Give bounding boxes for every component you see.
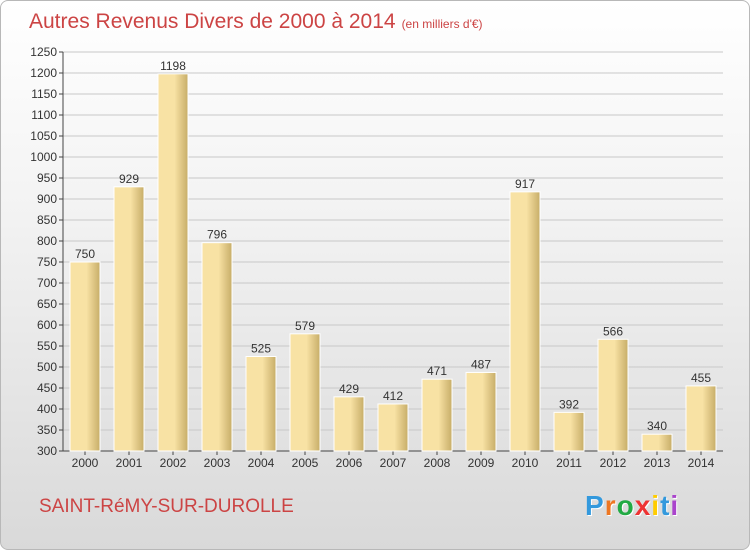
- bar-value-label: 929: [119, 172, 139, 186]
- y-tick-label: 600: [37, 318, 57, 332]
- bar-value-label: 917: [515, 177, 535, 191]
- x-tick-label: 2011: [556, 456, 582, 470]
- y-tick-label: 1250: [30, 45, 57, 59]
- y-tick-label: 950: [37, 171, 57, 185]
- x-tick-label: 2010: [512, 456, 539, 470]
- y-tick-label: 1100: [31, 108, 57, 122]
- logo-letter: t: [660, 490, 671, 521]
- x-tick-label: 2013: [644, 456, 671, 470]
- bar-2004: [245, 356, 277, 452]
- bar-value-label: 525: [251, 342, 271, 356]
- x-tick-label: 2008: [424, 456, 451, 470]
- bar-value-label: 471: [427, 364, 447, 378]
- y-tick-label: 900: [37, 192, 57, 206]
- bar-value-label: 455: [691, 371, 711, 385]
- x-tick-label: 2005: [292, 456, 319, 470]
- bar-value-label: 392: [559, 397, 579, 411]
- y-tick-label: 450: [37, 381, 57, 395]
- bar-2010: [509, 191, 541, 452]
- bar-2009: [465, 371, 497, 452]
- chart-unit: (en milliers d'€): [401, 17, 483, 31]
- bar-value-label: 429: [339, 382, 359, 396]
- bar-2011: [553, 411, 585, 452]
- labels: 750 2000 929 2001 1198 2002 796 2003 525 2004 579 2…: [72, 59, 715, 470]
- y-tick-label: 700: [37, 276, 57, 290]
- logo-letter: P: [585, 490, 605, 521]
- axes: 300 350 400 450 500 550 600 650 700 750 800 850 900 9…: [30, 45, 723, 458]
- bar-2008: [421, 378, 453, 452]
- bar-2001: [113, 186, 145, 452]
- y-tick-label: 550: [37, 339, 57, 353]
- x-tick-label: 2012: [600, 456, 627, 470]
- bar-chart: 300 350 400 450 500 550 600 650 700 750 800 850 900 9…: [30, 45, 723, 470]
- bar-value-label: 1198: [160, 59, 186, 73]
- logo-letter: r: [604, 490, 617, 521]
- y-tick-label: 1200: [30, 66, 57, 80]
- bars: [69, 73, 717, 452]
- bar-2000: [69, 261, 101, 452]
- y-tick-label: 800: [37, 234, 57, 248]
- bar-2002: [157, 73, 189, 452]
- y-tick-label: 400: [37, 402, 57, 416]
- bar-2012: [597, 338, 629, 452]
- logo-letter: i: [670, 490, 680, 521]
- bar-value-label: 750: [75, 247, 95, 261]
- y-tick-label: 300: [37, 444, 57, 458]
- x-tick-label: 2009: [468, 456, 495, 470]
- x-tick-label: 2014: [688, 456, 715, 470]
- y-tick-label: 350: [37, 423, 57, 437]
- bar-value-label: 340: [647, 419, 667, 433]
- x-tick-label: 2006: [336, 456, 363, 470]
- logo-letter: x: [634, 490, 652, 521]
- y-tick-label: 1050: [30, 129, 57, 143]
- commune-name: SAINT-RéMY-SUR-DUROLLE: [39, 496, 294, 517]
- bar-value-label: 412: [383, 389, 403, 403]
- bar-2003: [201, 242, 233, 452]
- x-tick-label: 2001: [116, 456, 143, 470]
- bar-2013: [641, 433, 673, 452]
- bar-value-label: 566: [603, 324, 623, 338]
- logo-letter: i: [651, 490, 661, 521]
- x-tick-label: 2002: [160, 456, 187, 470]
- x-tick-label: 2004: [248, 456, 275, 470]
- chart-title-text: Autres Revenus Divers de 2000 à 2014: [29, 10, 396, 33]
- y-tick-label: 850: [37, 213, 57, 227]
- bar-2005: [289, 333, 321, 452]
- y-tick-label: 1150: [31, 87, 57, 101]
- y-tick-label: 750: [37, 255, 57, 269]
- x-tick-label: 2007: [380, 456, 407, 470]
- bar-value-label: 579: [295, 319, 315, 333]
- proxiti-logo[interactable]: Proxiti: [585, 490, 679, 522]
- y-tick-label: 1000: [30, 150, 57, 164]
- bar-2014: [685, 385, 717, 452]
- logo-letter: o: [616, 490, 635, 521]
- x-tick-label: 2000: [72, 456, 99, 470]
- y-tick-label: 650: [37, 297, 57, 311]
- chart-title: Autres Revenus Divers de 2000 à 2014 (en …: [29, 10, 483, 34]
- bar-2007: [377, 403, 409, 452]
- bar-value-label: 487: [471, 357, 491, 371]
- bar-value-label: 796: [207, 228, 227, 242]
- y-tick-label: 500: [37, 360, 57, 374]
- x-tick-label: 2003: [204, 456, 231, 470]
- bar-2006: [333, 396, 365, 452]
